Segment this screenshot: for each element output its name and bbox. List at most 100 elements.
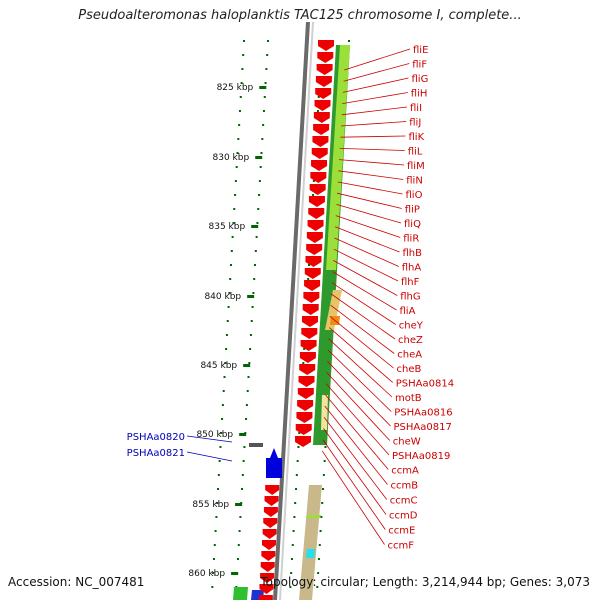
- guide-dot: [229, 278, 232, 280]
- forward-gene-arrow: [308, 196, 325, 207]
- leader-line: [330, 304, 395, 354]
- guide-dot: [241, 68, 244, 70]
- guide-dot: [318, 544, 321, 546]
- guide-dot: [238, 110, 241, 112]
- gene-label-forward: ccmE: [388, 526, 415, 537]
- guide-dot: [245, 404, 248, 406]
- forward-gene-arrow: [301, 328, 318, 339]
- guide-dot: [234, 194, 237, 196]
- guide-dot: [253, 278, 256, 280]
- leader-line: [339, 148, 405, 151]
- guide-dot: [292, 530, 295, 532]
- leader-line: [331, 282, 396, 325]
- forward-gene-arrow: [260, 562, 275, 572]
- leader-line: [340, 135, 406, 138]
- guide-dot: [258, 194, 261, 196]
- forward-gene-arrow: [310, 172, 327, 183]
- ruler-tick: [231, 572, 239, 575]
- forward-gene-arrow: [259, 584, 274, 594]
- guide-dot: [263, 96, 266, 98]
- leader-line: [325, 383, 390, 456]
- leader-line: [326, 372, 391, 441]
- gene-arrows: [249, 40, 334, 600]
- chromosome-backbone: [273, 21, 314, 600]
- guide-dot: [236, 558, 239, 560]
- guide-dot: [295, 474, 298, 476]
- guide-dot: [235, 166, 238, 168]
- guide-dot: [212, 572, 215, 574]
- guide-dot: [266, 54, 269, 56]
- forward-gene-arrow: [316, 64, 333, 75]
- gene-label-forward: fliN: [406, 176, 423, 187]
- forward-gene-arrow: [297, 400, 314, 411]
- forward-gene-arrow: [315, 88, 332, 99]
- ruler-tick: [243, 364, 251, 367]
- guide-dot: [214, 530, 217, 532]
- forward-gene-arrow: [260, 573, 275, 583]
- guide-dot: [289, 586, 292, 588]
- forward-gene-arrow: [300, 340, 317, 351]
- lime-stripe: [306, 515, 321, 518]
- guide-dot: [216, 502, 219, 504]
- gene-label-forward: ccmD: [389, 511, 418, 522]
- ruler-tick-label: 850 kbp: [196, 430, 233, 440]
- ruler-tick-label: 840 kbp: [204, 292, 241, 302]
- leader-line: [329, 327, 394, 383]
- forward-gene-arrow: [305, 256, 322, 267]
- guide-dot: [323, 460, 326, 462]
- guide-dot: [249, 348, 252, 350]
- guide-dot: [213, 544, 216, 546]
- ruler-tick: [247, 295, 255, 298]
- forward-gene-arrow: [299, 364, 316, 375]
- forward-gene-arrow: [299, 352, 316, 363]
- guide-dot: [261, 138, 264, 140]
- guide-dot: [320, 516, 323, 518]
- forward-gene-arrow: [314, 100, 331, 111]
- guide-dot: [224, 362, 227, 364]
- gene-label-forward: PSHAa0817: [394, 422, 452, 433]
- guide-dot: [239, 516, 242, 518]
- guide-dot: [236, 152, 239, 154]
- guide-dot: [218, 460, 221, 462]
- green-block: [233, 587, 248, 600]
- guide-dot: [312, 194, 315, 196]
- leader-line: [335, 226, 400, 253]
- guide-dot: [294, 502, 297, 504]
- guide-dot: [252, 292, 255, 294]
- ruler-tick: [239, 433, 247, 436]
- gene-label-forward: motB: [395, 393, 422, 404]
- forward-gene-arrow: [264, 496, 279, 506]
- guide-dot: [234, 180, 237, 182]
- gene-label-forward: fliI: [410, 103, 422, 114]
- guide-dot: [219, 446, 222, 448]
- guide-dot: [239, 96, 242, 98]
- guide-dot: [316, 110, 319, 112]
- forward-gene-arrow: [312, 136, 329, 147]
- kbp-ruler: 825 kbp 830 kbp 835 kbp 840 kbp 845 kbp 850 k…: [188, 83, 267, 579]
- leader-line: [336, 204, 402, 224]
- leader-line: [338, 170, 404, 180]
- gene-label-forward: flhA: [402, 263, 422, 274]
- guide-dot: [226, 320, 229, 322]
- guide-dot: [222, 390, 225, 392]
- forward-gene-arrow: [307, 220, 324, 231]
- map-title: Pseudoalteromonas haloplanktis TAC125 ch…: [78, 8, 522, 23]
- guide-dot: [220, 432, 223, 434]
- guide-dot: [291, 544, 294, 546]
- guide-dot: [223, 376, 226, 378]
- leader-line: [334, 237, 399, 267]
- leader-line: [327, 360, 391, 427]
- gene-label-reverse: PSHAa0821: [127, 448, 185, 459]
- guide-dot: [258, 180, 261, 182]
- guide-dot: [245, 418, 248, 420]
- leader-line: [324, 405, 388, 485]
- guide-dot: [264, 82, 267, 84]
- guide-dot: [237, 138, 240, 140]
- gene-label-forward: cheY: [399, 321, 424, 332]
- forward-gene-arrow: [297, 388, 314, 399]
- guide-dot: [260, 152, 263, 154]
- gene-label-forward: fliQ: [404, 219, 421, 230]
- forward-gene-arrow: [304, 280, 321, 291]
- guide-dot: [262, 124, 265, 126]
